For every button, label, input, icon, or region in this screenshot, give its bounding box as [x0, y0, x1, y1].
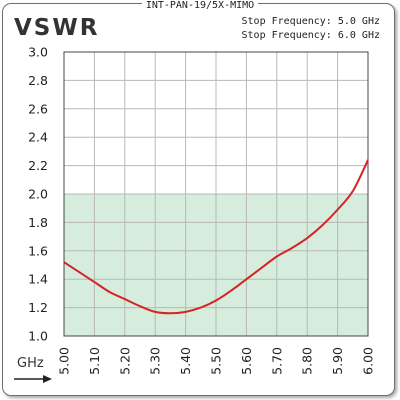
- x-axis-arrow-head: [43, 375, 52, 383]
- y-tick-label: 2.0: [28, 187, 48, 202]
- y-tick-label: 1.8: [28, 215, 48, 230]
- y-tick-label: 2.8: [28, 73, 48, 88]
- x-axis-unit-label: GHz: [17, 356, 44, 371]
- x-tick-label: 5.70: [269, 347, 284, 375]
- x-tick-label: 5.60: [239, 347, 254, 375]
- x-tick-label: 5.90: [330, 347, 345, 375]
- y-tick-label: 1.4: [28, 272, 48, 287]
- model-name: INT-PAN-19/5X-MIMO: [0, 0, 400, 11]
- plot-border: [63, 51, 369, 337]
- chart-title: VSWR: [14, 15, 100, 41]
- x-tick-label: 5.40: [178, 347, 193, 375]
- stop-frequency-label: Stop Frequency: 6.0 GHz: [241, 29, 380, 41]
- x-tick-label: 5.10: [87, 347, 102, 375]
- x-tick-label: 5.20: [117, 347, 132, 375]
- x-tick-label: 5.50: [209, 347, 224, 375]
- x-tick-label: 5.80: [300, 347, 315, 375]
- y-tick-label: 2.6: [28, 101, 48, 116]
- vswr-curve: [63, 159, 369, 315]
- y-tick-label: 2.2: [28, 158, 48, 173]
- start-frequency-label: Stop Frequency: 5.0 GHz: [241, 16, 380, 27]
- x-tick-label: 6.00: [361, 347, 376, 375]
- y-tick-label: 2.4: [28, 130, 48, 145]
- y-tick-label: 1.6: [28, 243, 48, 258]
- x-tick-label: 5.30: [148, 347, 163, 375]
- y-tick-label: 3.0: [28, 45, 48, 60]
- y-tick-label: 1.2: [28, 300, 48, 315]
- y-tick-label: 1.0: [28, 329, 48, 344]
- x-tick-label: 5.00: [57, 347, 72, 375]
- frequency-info: Stop Frequency: 5.0 GHz Stop Frequency: …: [242, 15, 380, 42]
